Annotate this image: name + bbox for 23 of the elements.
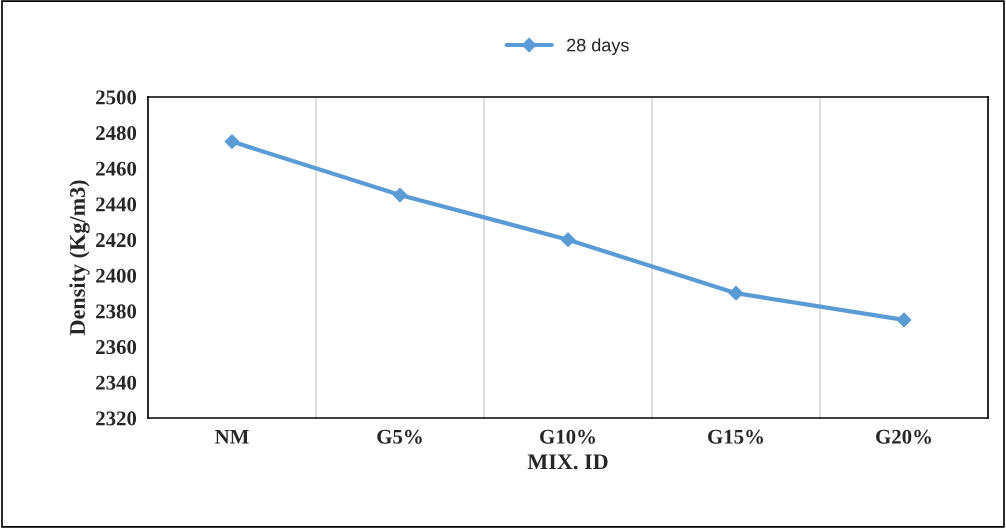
y-tick-label: 2400: [96, 268, 137, 283]
legend-label: 28 days: [567, 38, 629, 56]
x-axis-title: MIX. ID: [527, 454, 608, 470]
y-tick-label: 2460: [96, 161, 137, 176]
x-tick-label: G10%: [540, 429, 595, 444]
point: [728, 285, 744, 301]
y-tick-label: 2480: [96, 126, 137, 141]
point: [896, 312, 912, 328]
x-tick-label: G15%: [708, 429, 763, 444]
y-tick-label: 2340: [96, 375, 137, 390]
y-tick-label: 2420: [96, 233, 137, 248]
y-tick-label: 2380: [96, 304, 137, 319]
point: [560, 232, 576, 248]
x-tick-label: G5%: [377, 429, 422, 444]
y-tick-label: 2360: [96, 340, 137, 355]
x-tick-label: NM: [215, 429, 249, 444]
y-tick-label: 2320: [96, 411, 137, 426]
point: [392, 187, 408, 203]
y-tick-label: 2440: [96, 197, 137, 212]
point: [224, 134, 240, 149]
y-axis-title: Density (Kg/m3): [69, 180, 90, 336]
y-tick-label: 2500: [96, 90, 137, 105]
x-tick-label: G20%: [876, 429, 931, 444]
